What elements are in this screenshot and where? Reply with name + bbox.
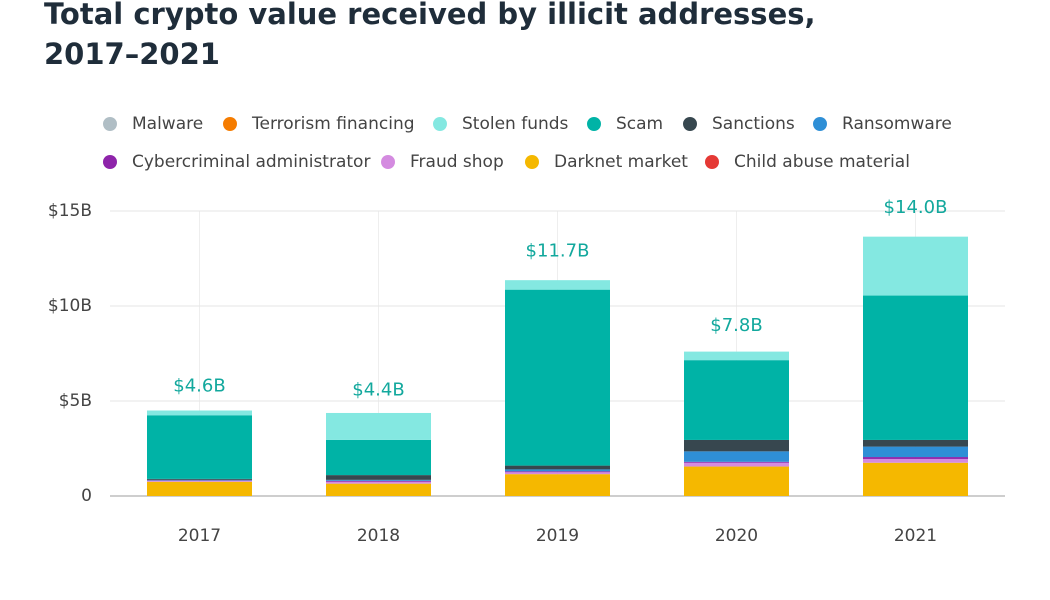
bar-segment: [863, 295, 968, 440]
bar-segment: [684, 462, 789, 467]
bar-segment: [684, 461, 789, 463]
legend-marker: [103, 155, 117, 169]
bar-segment: [684, 360, 789, 440]
bar-segment: [863, 236, 968, 296]
bar-segment: [505, 289, 610, 466]
chart-title: Total crypto value received by illicit a…: [44, 0, 816, 71]
bar-segment: [863, 439, 968, 447]
x-tick-label: 2020: [715, 526, 758, 546]
x-tick-label: 2017: [178, 526, 221, 546]
legend-label: Cybercriminal administrator: [132, 152, 370, 172]
y-tick-label: $15B: [48, 201, 92, 221]
bar-segment: [505, 472, 610, 475]
bar-segment: [147, 410, 252, 416]
bar-segment: [326, 480, 431, 482]
legend-marker: [525, 155, 539, 169]
legend-marker: [223, 117, 237, 131]
total-label: $4.6B: [173, 376, 225, 397]
bar-segment: [863, 457, 968, 459]
y-tick-label: $10B: [48, 296, 92, 316]
bar-segment: [684, 439, 789, 452]
bar-segment: [326, 481, 431, 484]
bar-segment: [147, 478, 252, 480]
bar-segment: [505, 471, 610, 473]
bar-segment: [505, 280, 610, 290]
y-tick-label: $5B: [59, 391, 92, 411]
legend-label: Stolen funds: [462, 114, 569, 134]
bar-segment: [684, 351, 789, 361]
bar-segment: [326, 412, 431, 440]
legend-label: Child abuse material: [734, 152, 910, 172]
bar-segment: [326, 439, 431, 476]
bar-segment: [863, 458, 968, 463]
legend-marker: [683, 117, 697, 131]
total-label: $7.8B: [710, 315, 762, 336]
legend-label: Terrorism financing: [251, 114, 415, 134]
bar-segment: [684, 466, 789, 496]
bar-segment: [863, 446, 968, 458]
bar-segment: [326, 483, 431, 496]
bar-segment: [505, 469, 610, 472]
legend-label: Sanctions: [712, 114, 795, 134]
bar-segment: [147, 481, 252, 496]
legend-marker: [103, 117, 117, 131]
legend-marker: [705, 155, 719, 169]
x-tick-label: 2019: [536, 526, 579, 546]
x-tick-label: 2021: [894, 526, 937, 546]
bar-segment: [505, 474, 610, 496]
legend-label: Malware: [132, 114, 203, 134]
bar-segment: [147, 415, 252, 479]
x-tick-label: 2018: [357, 526, 400, 546]
bar-segment: [147, 479, 252, 481]
total-label: $4.4B: [352, 379, 404, 400]
legend-marker: [587, 117, 601, 131]
legend-marker: [433, 117, 447, 131]
bar-segment: [326, 475, 431, 480]
total-label: $14.0B: [884, 197, 948, 218]
bar-segment: [863, 462, 968, 496]
legend-marker: [813, 117, 827, 131]
legend-label: Scam: [616, 114, 663, 134]
legend-marker: [381, 155, 395, 169]
legend-label: Ransomware: [842, 114, 952, 134]
bar-segment: [684, 451, 789, 462]
legend-label: Fraud shop: [410, 152, 504, 172]
bar-segment: [147, 480, 252, 482]
y-tick-label: 0: [81, 486, 92, 506]
legend-label: Darknet market: [554, 152, 688, 172]
bar-segment: [326, 479, 431, 481]
total-label: $11.7B: [526, 241, 590, 262]
bar-segment: [505, 465, 610, 470]
